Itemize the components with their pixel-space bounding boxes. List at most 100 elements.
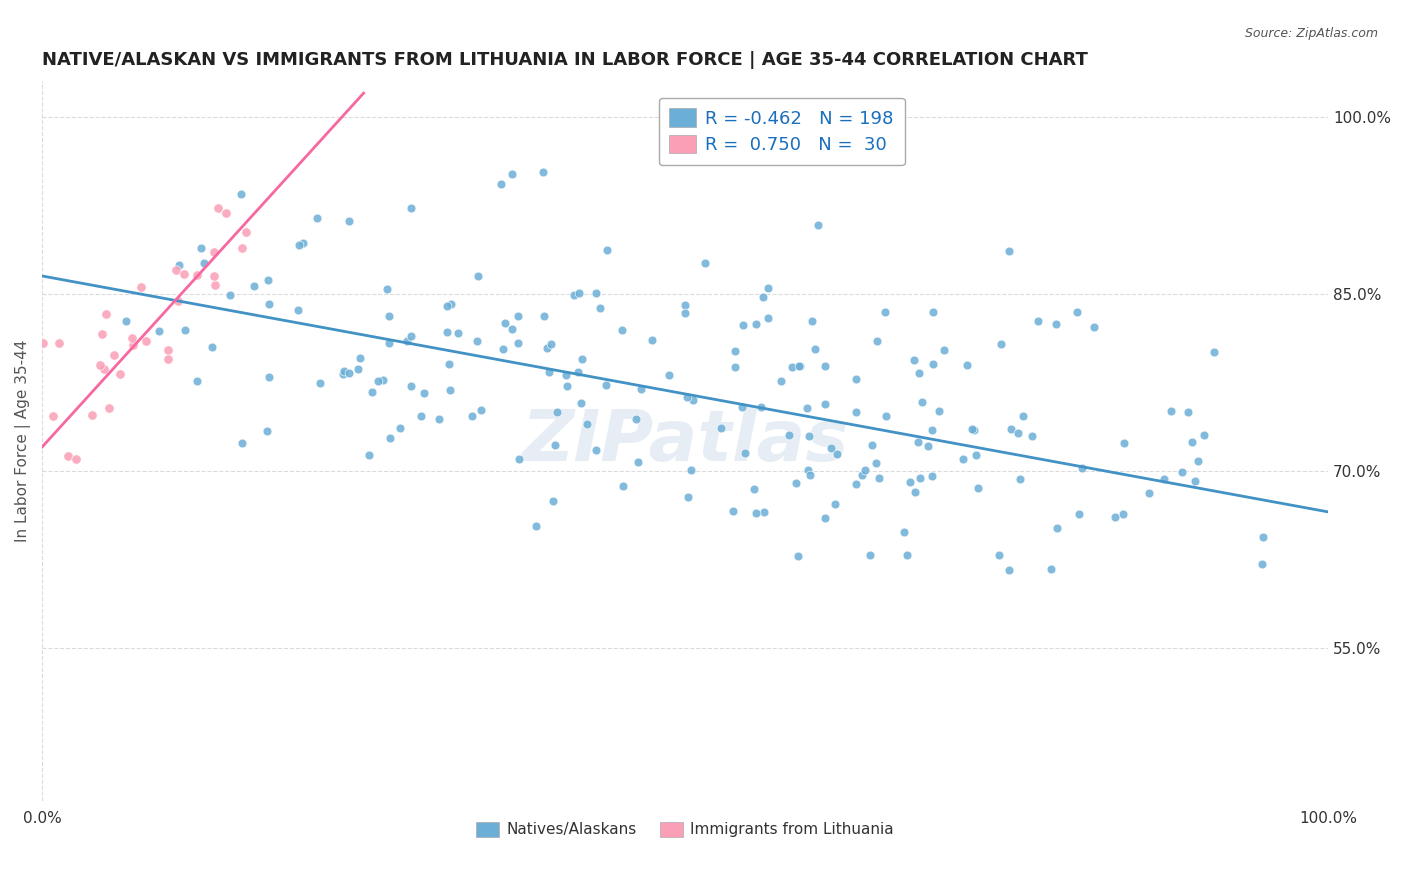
Point [803, 343, 825, 357]
Point [494, 316, 516, 330]
Point [865, 456, 887, 470]
Point [1026, 314, 1049, 328]
Point [745, 506, 768, 520]
Point [1184, 474, 1206, 488]
Point [501, 322, 523, 336]
Point [1181, 434, 1204, 449]
Point [1083, 320, 1105, 334]
Point [860, 437, 883, 451]
Point [626, 411, 648, 425]
Point [630, 382, 652, 396]
Point [531, 164, 554, 178]
Point [148, 324, 170, 338]
Point [710, 421, 733, 435]
Point [752, 505, 775, 519]
Point [156, 351, 179, 366]
Point [813, 397, 835, 411]
Point [787, 359, 810, 374]
Point [165, 263, 187, 277]
Text: ZIPatlas: ZIPatlas [522, 407, 849, 475]
Point [540, 336, 562, 351]
Point [800, 314, 823, 328]
Point [235, 225, 257, 239]
Point [1104, 510, 1126, 524]
Point [1251, 557, 1274, 571]
Point [921, 423, 943, 437]
Point [796, 401, 818, 415]
Point [231, 241, 253, 255]
Point [569, 395, 592, 409]
Point [752, 290, 775, 304]
Point [202, 268, 225, 283]
Point [731, 318, 754, 333]
Point [908, 471, 931, 485]
Point [922, 305, 945, 319]
Point [103, 348, 125, 362]
Point [506, 335, 529, 350]
Point [288, 238, 311, 252]
Point [243, 278, 266, 293]
Point [349, 351, 371, 365]
Point [541, 493, 564, 508]
Point [998, 562, 1021, 576]
Point [731, 400, 754, 414]
Point [1007, 425, 1029, 440]
Y-axis label: In Labor Force | Age 35-44: In Labor Force | Age 35-44 [15, 340, 31, 542]
Point [907, 435, 929, 450]
Point [778, 427, 800, 442]
Point [447, 326, 470, 340]
Point [1153, 472, 1175, 486]
Point [465, 334, 488, 349]
Point [1039, 562, 1062, 576]
Point [851, 468, 873, 483]
Point [536, 341, 558, 355]
Point [436, 326, 458, 340]
Point [467, 268, 489, 283]
Point [32, 335, 55, 350]
Point [193, 256, 215, 270]
Point [955, 358, 977, 372]
Point [853, 462, 876, 476]
Point [673, 298, 696, 312]
Point [1112, 436, 1135, 450]
Point [921, 469, 943, 483]
Point [721, 504, 744, 518]
Point [676, 390, 699, 404]
Point [807, 218, 830, 232]
Point [413, 386, 436, 401]
Point [610, 323, 633, 337]
Point [202, 245, 225, 260]
Point [1010, 472, 1032, 486]
Point [904, 485, 927, 500]
Point [820, 442, 842, 456]
Point [1202, 345, 1225, 359]
Point [873, 305, 896, 319]
Point [307, 211, 329, 225]
Point [231, 436, 253, 450]
Point [585, 285, 607, 300]
Point [641, 333, 664, 347]
Point [724, 359, 747, 374]
Point [409, 409, 432, 424]
Point [309, 376, 332, 390]
Point [157, 343, 180, 357]
Point [782, 359, 804, 374]
Point [756, 310, 779, 325]
Point [682, 392, 704, 407]
Point [91, 327, 114, 342]
Point [470, 403, 492, 417]
Point [799, 467, 821, 482]
Point [966, 481, 988, 495]
Point [204, 277, 226, 292]
Point [440, 297, 463, 311]
Point [797, 428, 820, 442]
Point [501, 167, 523, 181]
Point [1012, 409, 1035, 424]
Point [900, 475, 922, 490]
Point [291, 236, 314, 251]
Point [917, 439, 939, 453]
Point [121, 331, 143, 345]
Point [734, 445, 756, 459]
Point [492, 342, 515, 356]
Point [56, 449, 79, 463]
